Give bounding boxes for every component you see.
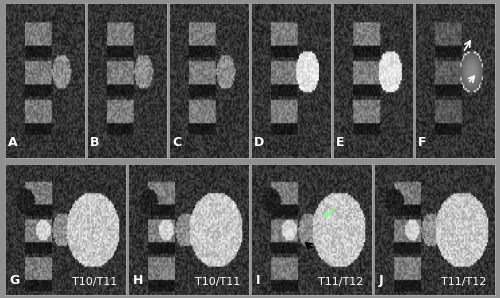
Text: B: B bbox=[90, 136, 100, 149]
Text: G: G bbox=[10, 274, 20, 287]
Text: T10/T11: T10/T11 bbox=[72, 277, 117, 287]
Text: T11/T12: T11/T12 bbox=[318, 277, 363, 287]
Text: T11/T12: T11/T12 bbox=[440, 277, 486, 287]
Text: A: A bbox=[8, 136, 18, 149]
Text: J: J bbox=[379, 274, 384, 287]
Text: T10/T11: T10/T11 bbox=[194, 277, 240, 287]
Text: I: I bbox=[256, 274, 260, 287]
Text: C: C bbox=[172, 136, 182, 149]
Text: H: H bbox=[133, 274, 143, 287]
Text: E: E bbox=[336, 136, 344, 149]
Text: D: D bbox=[254, 136, 264, 149]
Text: F: F bbox=[418, 136, 426, 149]
